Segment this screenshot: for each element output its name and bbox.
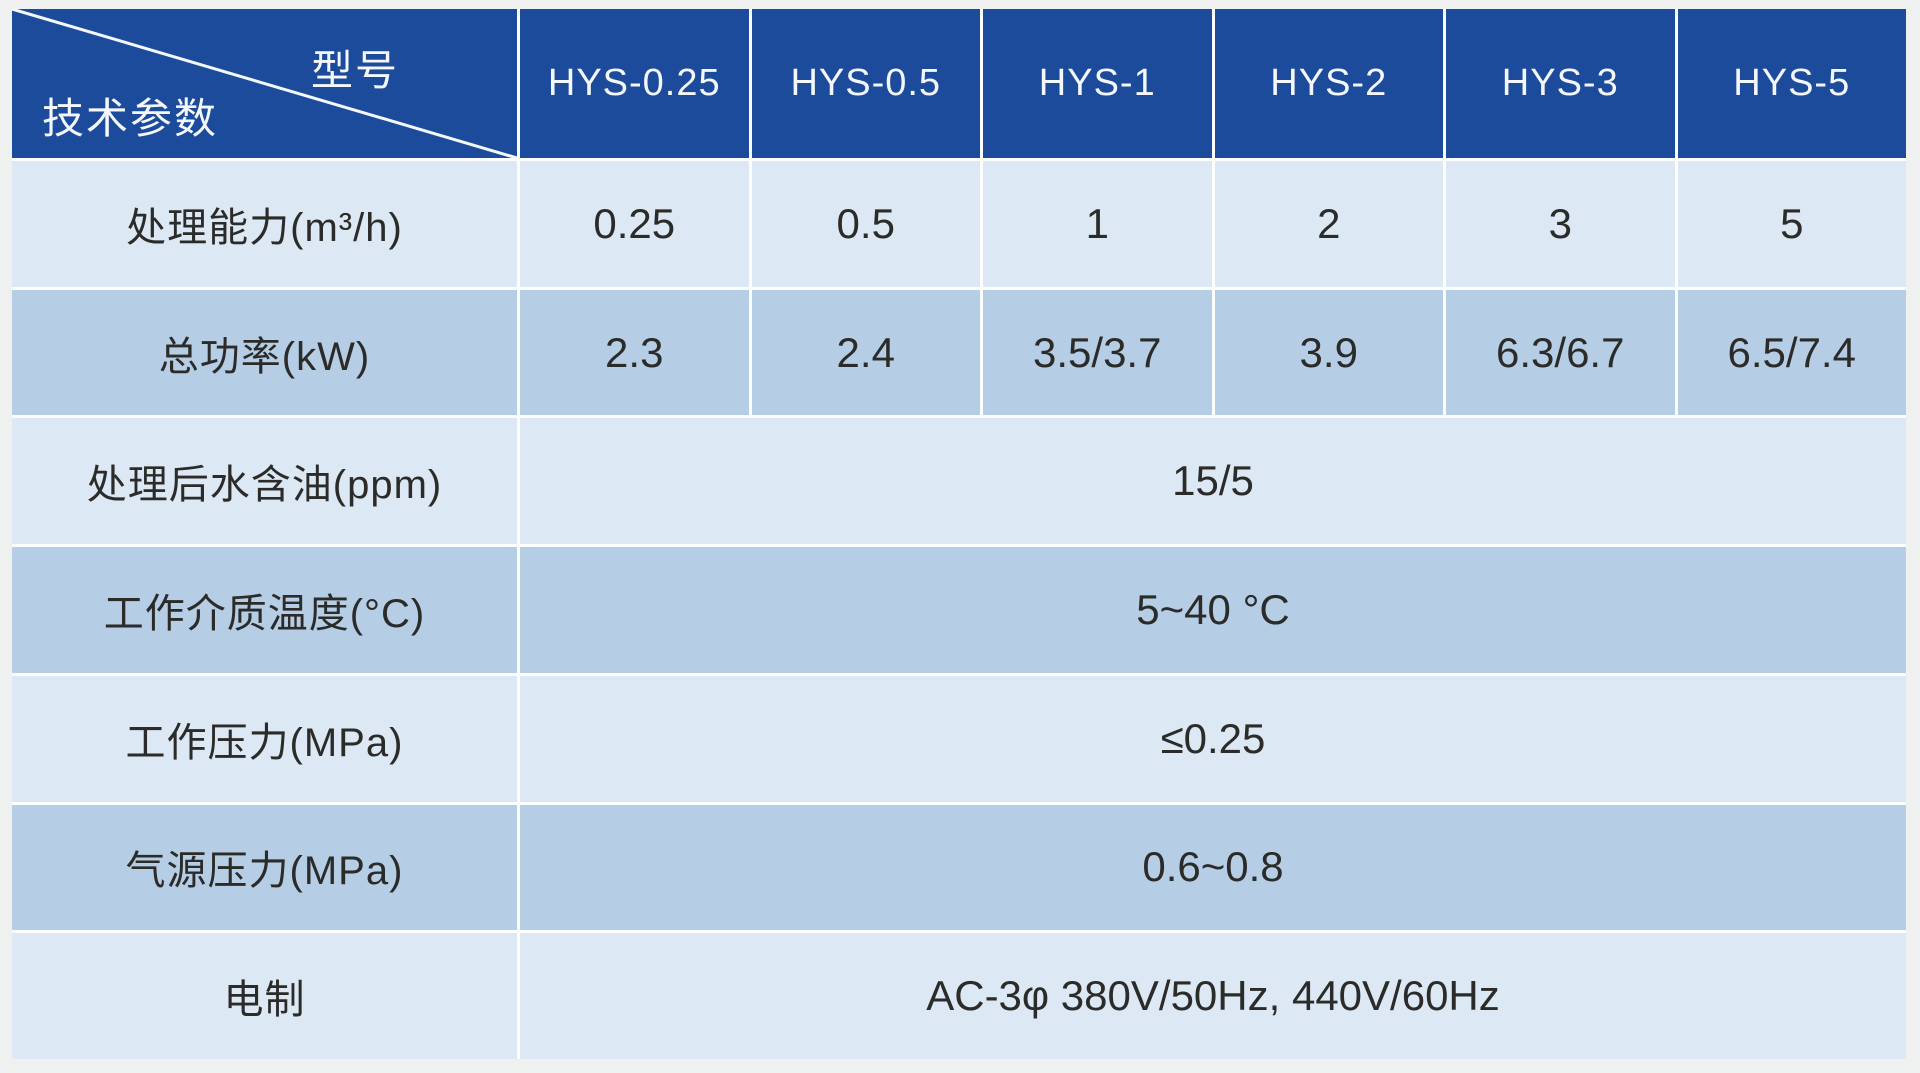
value-capacity-hys-0-25: 0.25 [520, 161, 749, 287]
value-electrical-system-all-models: AC-3φ 380V/50Hz, 440V/60Hz [520, 933, 1906, 1059]
value-power-hys-5: 6.5/7.4 [1677, 289, 1906, 416]
value-capacity-hys-0-5: 0.5 [751, 161, 980, 287]
value-power-hys-1: 3.5/3.7 [983, 289, 1212, 416]
column-header-hys-3: HYS-3 [1446, 9, 1675, 158]
column-header-hys-0-5: HYS-0.5 [751, 9, 980, 158]
row-label-electrical-system: 电制 [12, 933, 517, 1059]
value-air-pressure-all-models: 0.6~0.8 [520, 804, 1906, 931]
technical-parameters-table: 型号 技术参数 HYS-0.25 HYS-0.5 HYS-1 HYS-2 HYS… [12, 9, 1906, 1059]
corner-header-cell: 型号 技术参数 [12, 9, 517, 158]
value-power-hys-0-5: 2.4 [751, 289, 980, 416]
column-header-hys-0-25: HYS-0.25 [520, 9, 749, 158]
value-oil-content-all-models: 15/5 [520, 418, 1906, 545]
row-label-air-pressure: 气源压力(MPa) [12, 804, 517, 931]
value-capacity-hys-1: 1 [983, 161, 1212, 287]
value-medium-temperature-all-models: 5~40 °C [520, 547, 1906, 673]
column-header-hys-2: HYS-2 [1214, 9, 1443, 158]
column-header-hys-1: HYS-1 [983, 9, 1212, 158]
corner-label-model: 型号 [310, 47, 399, 94]
value-capacity-hys-2: 2 [1214, 161, 1443, 287]
value-capacity-hys-5: 5 [1677, 161, 1906, 287]
corner-label-params: 技术参数 [42, 95, 219, 142]
column-header-hys-5: HYS-5 [1677, 9, 1906, 158]
value-capacity-hys-3: 3 [1446, 161, 1675, 287]
row-label-total-power: 总功率(kW) [12, 289, 517, 416]
value-power-hys-3: 6.3/6.7 [1446, 289, 1675, 416]
value-power-hys-0-25: 2.3 [520, 289, 749, 416]
value-power-hys-2: 3.9 [1214, 289, 1443, 416]
row-label-oil-content: 处理后水含油(ppm) [12, 418, 517, 545]
row-label-working-pressure: 工作压力(MPa) [12, 675, 517, 802]
value-working-pressure-all-models: ≤0.25 [520, 675, 1906, 802]
row-label-capacity: 处理能力(m³/h) [12, 161, 517, 287]
diagonal-divider-line [12, 9, 517, 158]
row-label-medium-temperature: 工作介质温度(°C) [12, 547, 517, 673]
